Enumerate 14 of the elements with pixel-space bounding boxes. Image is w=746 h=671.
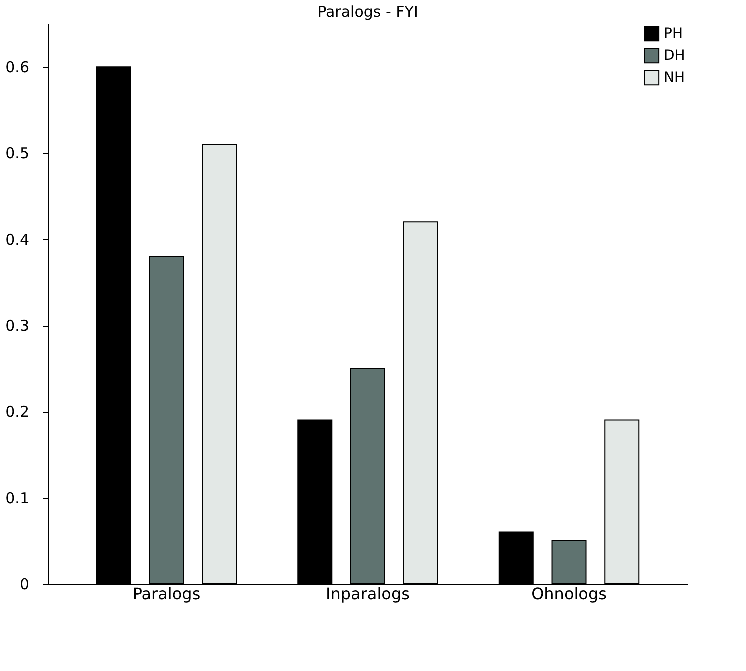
y-tick-label: 0.6 bbox=[6, 58, 30, 77]
y-tick-label: 0.1 bbox=[6, 489, 30, 508]
x-tick-label: Inparalogs bbox=[326, 584, 410, 604]
legend-label: NH bbox=[664, 70, 685, 86]
y-tick-label: 0.3 bbox=[6, 317, 30, 336]
legend-label: DH bbox=[664, 48, 686, 64]
y-tick-label: 0.4 bbox=[6, 230, 30, 249]
chart-title: Paralogs - FYI bbox=[318, 3, 418, 21]
legend-label: PH bbox=[664, 26, 683, 42]
x-tick-label: Paralogs bbox=[132, 584, 201, 604]
y-tick-label: 0.2 bbox=[6, 403, 30, 422]
y-tick-label: 0 bbox=[20, 576, 30, 594]
x-tick-label: Ohnologs bbox=[532, 584, 607, 604]
y-tick-label: 0.5 bbox=[6, 144, 30, 163]
